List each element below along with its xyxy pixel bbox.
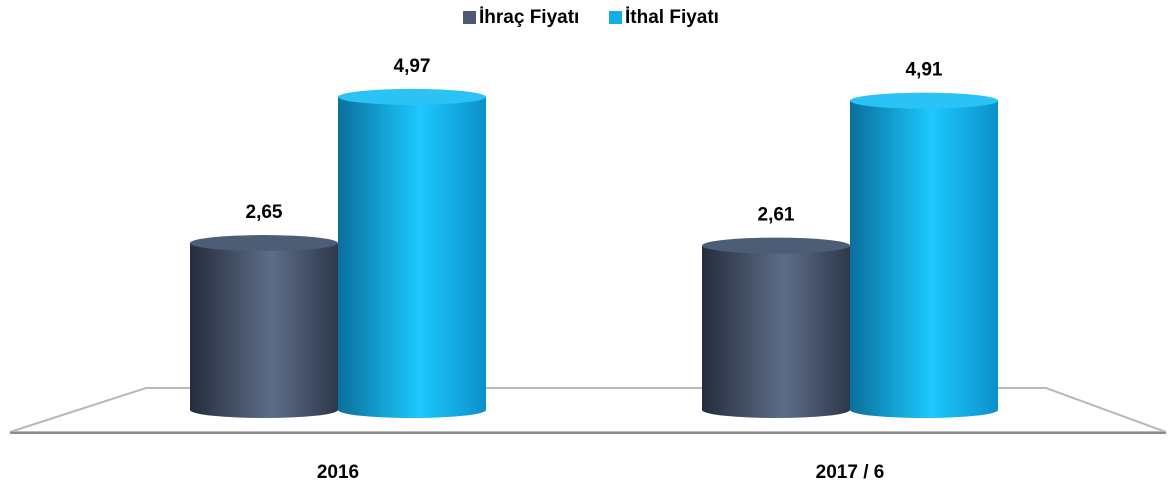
legend-swatch: [609, 11, 622, 24]
bar-top: [850, 92, 998, 109]
bar: [190, 243, 338, 418]
bar: [338, 96, 486, 418]
value-label: 4,91: [906, 60, 943, 81]
value-label: 2,65: [246, 202, 283, 223]
bar-top: [190, 235, 338, 252]
legend-label: İhraç Fiyatı: [479, 7, 579, 28]
x-tick-label: 2017 / 6: [816, 462, 885, 483]
bar: [850, 100, 998, 419]
bar: [702, 245, 850, 418]
legend-swatch: [463, 11, 476, 24]
value-label: 2,61: [758, 205, 795, 226]
x-tick-label: 2016: [317, 462, 359, 483]
bar-top: [338, 88, 486, 105]
bar-top: [702, 237, 850, 254]
legend-label: İthal Fiyatı: [625, 7, 719, 28]
value-label: 4,97: [394, 56, 431, 77]
